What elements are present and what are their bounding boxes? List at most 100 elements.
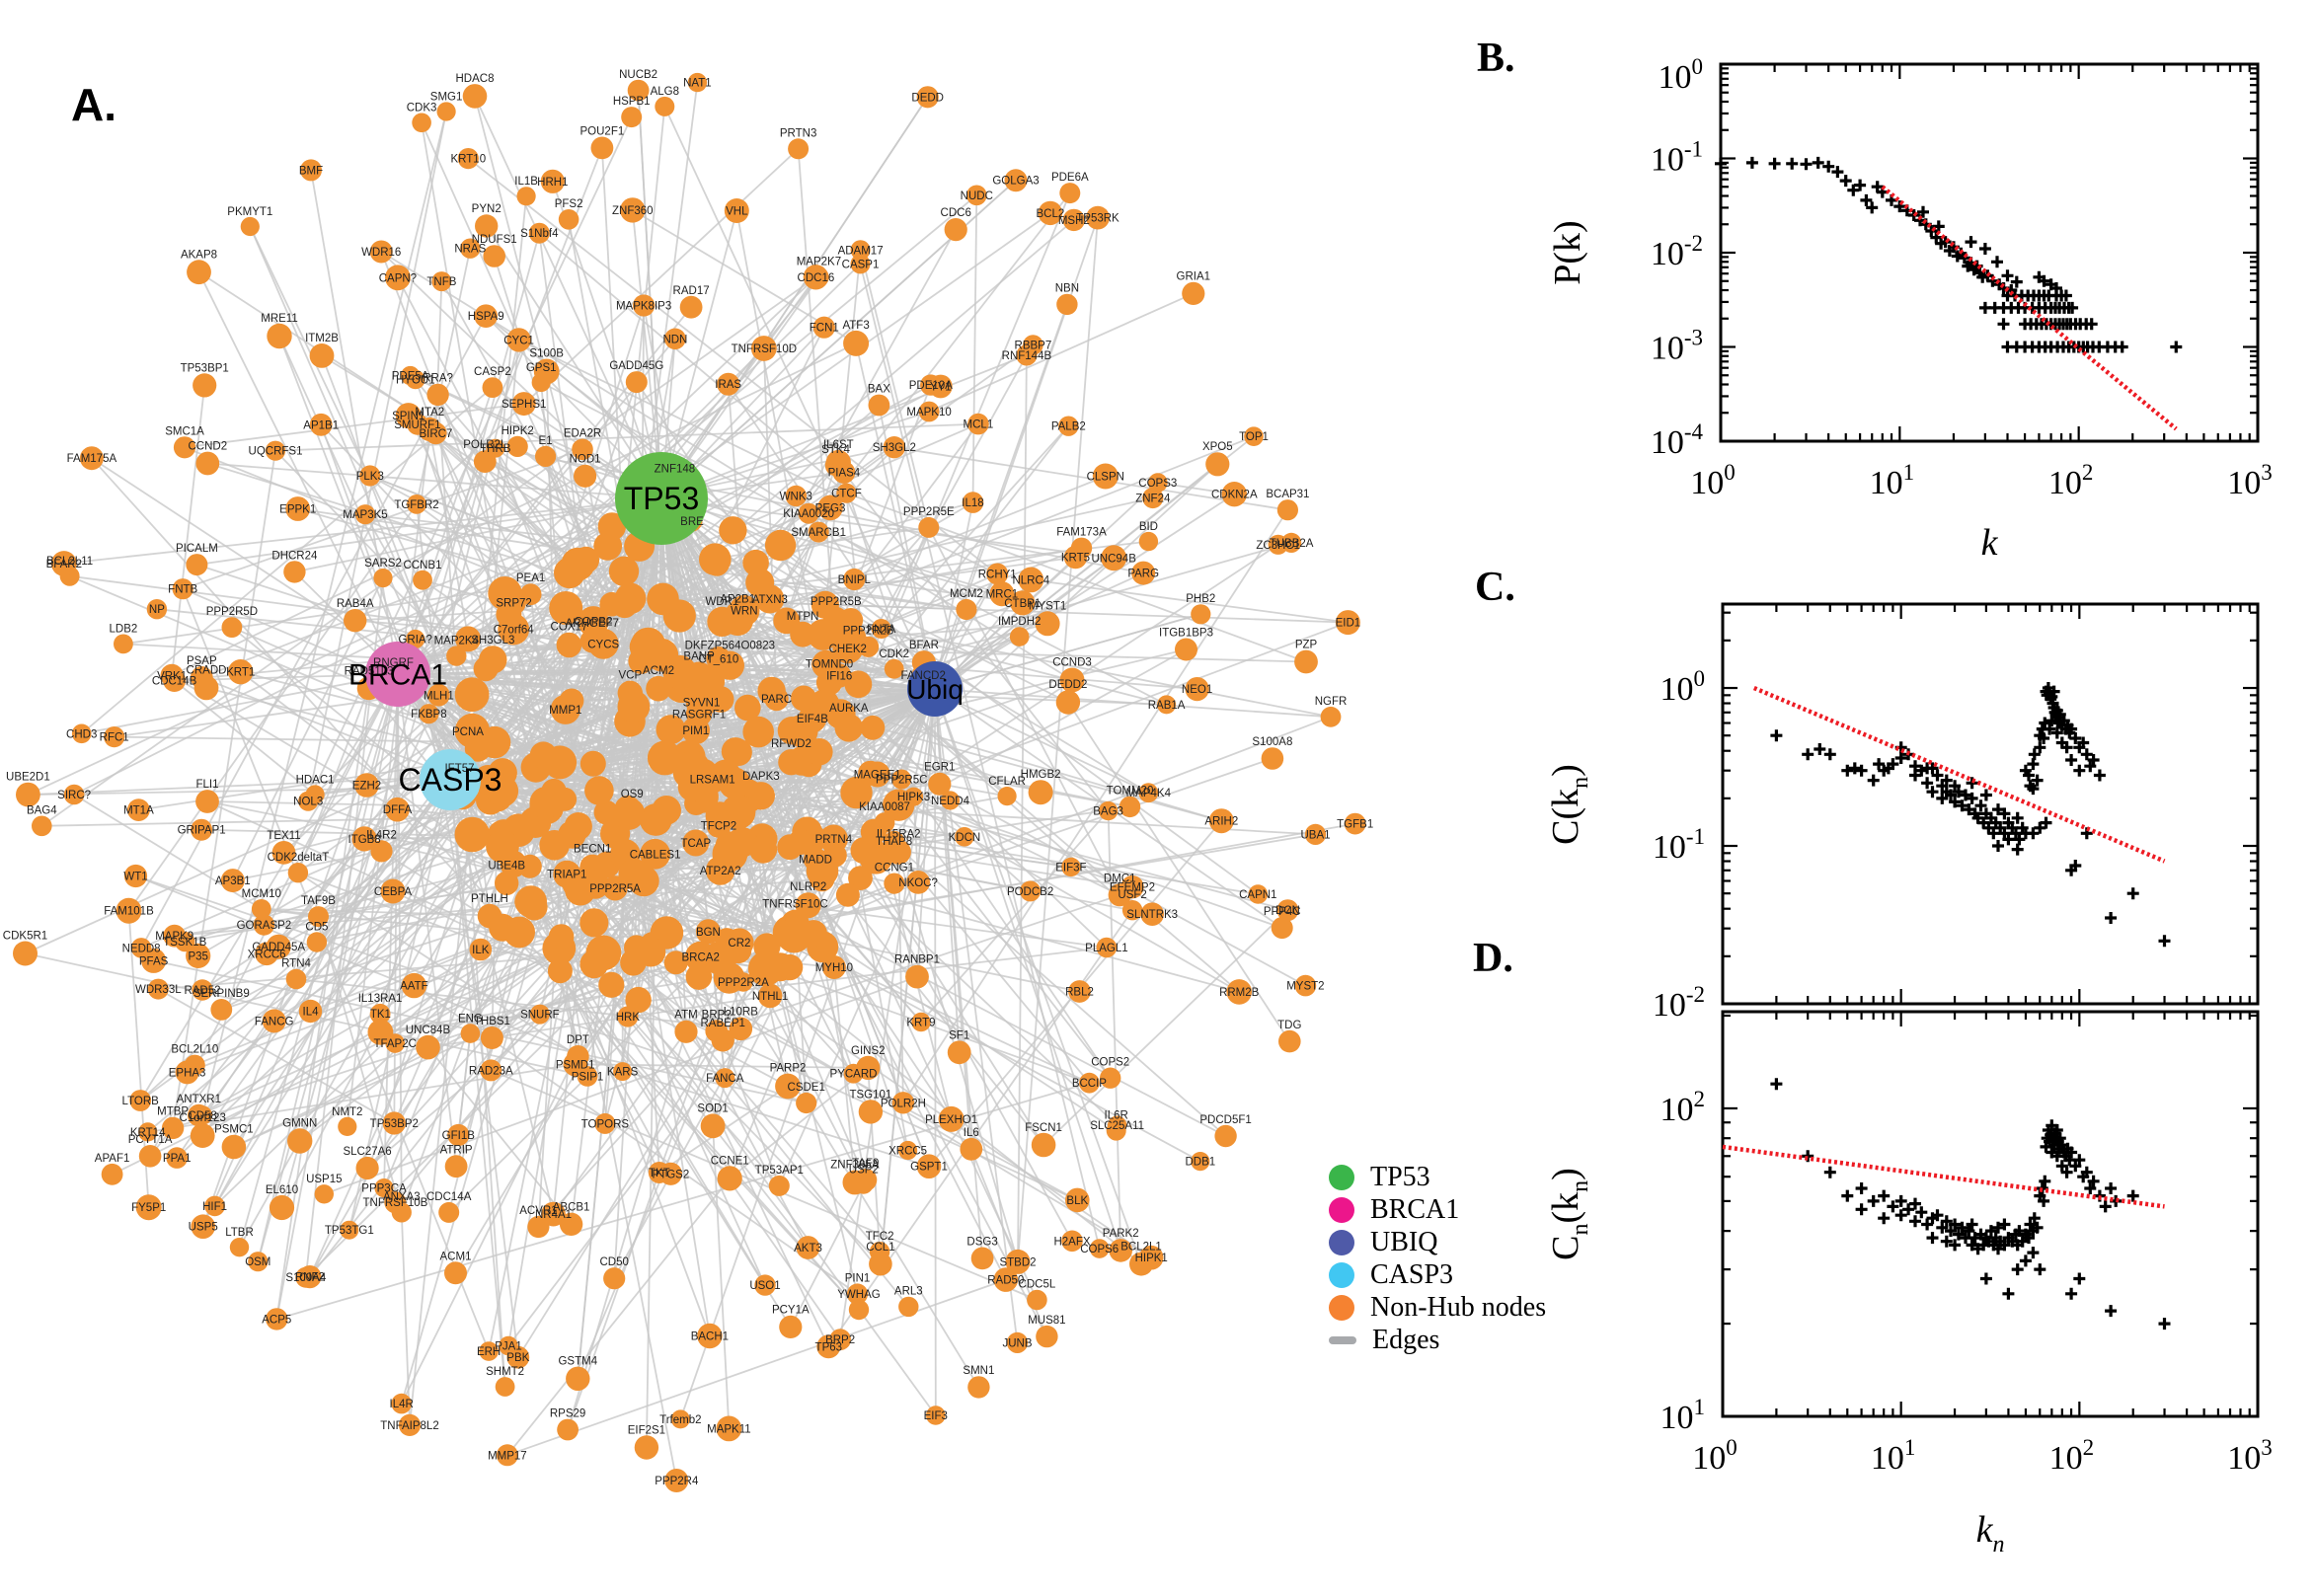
data-point <box>1909 1215 1921 1227</box>
node-label: ATXN3 <box>752 594 788 606</box>
node-label: TSG101 <box>849 1089 891 1101</box>
node-label: PODCB2 <box>1007 886 1053 898</box>
node-label: TFCP2 <box>701 821 736 833</box>
node-label: PARC <box>761 694 792 706</box>
node-label: TCAP <box>680 838 711 850</box>
node-label: GRIA? <box>398 635 432 646</box>
node-label: TNFB <box>426 276 456 288</box>
data-point <box>1824 1167 1836 1178</box>
panel-letter-b: B. <box>1477 36 1515 81</box>
network-node <box>195 452 219 476</box>
network-node <box>230 1238 249 1256</box>
node-label: FANCA <box>706 1073 744 1085</box>
node-label: SH3GL2 <box>873 442 916 454</box>
node-label: BCCIP <box>1072 1078 1107 1090</box>
network-node <box>680 296 703 319</box>
network-node <box>640 803 672 836</box>
data-point <box>2127 887 2139 899</box>
legend-item-tp53: TP53 <box>1329 1165 1556 1190</box>
node-label: PJA1 <box>495 1341 522 1353</box>
node-label: CAPN1 <box>1239 889 1276 901</box>
node-label: NDN <box>662 334 687 345</box>
node-label: FCN1 <box>810 323 839 335</box>
node-label: AP2B1 <box>720 593 755 605</box>
node-label: NBN <box>1055 283 1079 295</box>
node-label: PCY1A <box>772 1305 810 1317</box>
network-node <box>769 1176 790 1196</box>
network-node <box>195 790 219 813</box>
node-label: PARP2 <box>770 1063 807 1075</box>
node-label: FANCG <box>255 1016 294 1027</box>
node-label: SIRC? <box>57 790 91 801</box>
node-label: BECN1 <box>574 844 611 856</box>
node-label: WT1 <box>123 872 147 883</box>
node-label: LRSAM1 <box>690 774 735 786</box>
network-node <box>948 1040 971 1064</box>
data-point <box>1841 1190 1853 1202</box>
data-point <box>2073 765 2085 777</box>
node-label: BGN <box>696 927 721 939</box>
node-label: BMF <box>299 165 323 177</box>
network-node <box>1139 532 1158 551</box>
node-label: EIF4B <box>797 714 828 725</box>
network-node <box>565 812 592 840</box>
hub-label-casp3: CASP3 <box>399 762 502 798</box>
node-label: ATRIP <box>440 1144 473 1156</box>
node-label: XPO5 <box>1202 441 1233 453</box>
node-label: NAT1 <box>683 78 712 90</box>
data-point <box>1824 748 1836 760</box>
data-point <box>1849 762 1861 774</box>
node-label: TP53TG1 <box>325 1225 374 1237</box>
node-label: MAP2K7 <box>797 257 841 268</box>
x-axis-label: k <box>1981 522 1999 564</box>
node-label: TP53AP1 <box>755 1165 804 1177</box>
node-label: PICALM <box>176 543 218 555</box>
network-node <box>222 617 243 638</box>
network-node <box>437 102 456 120</box>
node-label: GMNN <box>282 1117 317 1129</box>
network-node <box>648 740 682 775</box>
node-label: COPS2 <box>1091 1057 1129 1069</box>
node-label: CDK2deltaT <box>268 852 330 864</box>
node-label: PHB2 <box>1186 593 1215 605</box>
data-point <box>1801 158 1813 170</box>
node-label: GADD45G <box>609 360 663 372</box>
node-label: EIF2S1 <box>628 1424 665 1436</box>
node-label: HDAC8 <box>456 73 495 85</box>
node-label: BCL2L1 <box>1120 1242 1162 1254</box>
node-label: UNC84B <box>406 1025 451 1036</box>
node-label: EIF3F <box>1055 862 1086 874</box>
network-node <box>701 1113 726 1138</box>
network-node <box>1010 627 1030 646</box>
node-label: CDK2 <box>879 648 909 660</box>
network-node <box>412 114 431 133</box>
node-label: PARG <box>1127 569 1159 580</box>
network-node <box>463 84 488 109</box>
data-point <box>1878 1212 1890 1224</box>
data-point <box>2039 1176 2050 1187</box>
network-node <box>517 187 536 205</box>
network-edge <box>846 494 1306 662</box>
node-label: CCNB1 <box>404 560 442 571</box>
node-label: PRTN4 <box>815 834 853 846</box>
node-label: PPA1 <box>163 1153 192 1165</box>
node-label: GSPT1 <box>910 1162 948 1174</box>
network-node <box>859 1100 883 1123</box>
network-node <box>344 609 366 632</box>
network-node <box>621 107 642 127</box>
node-label: ALG8 <box>651 86 679 98</box>
network-node <box>413 570 432 590</box>
node-label: TP53BP2 <box>370 1118 419 1130</box>
network-node <box>283 561 305 582</box>
tick-label: 10-4 <box>1651 419 1704 461</box>
data-point <box>2065 1288 2077 1300</box>
node-label: CR2 <box>728 938 750 950</box>
node-label: ACP5 <box>262 1314 291 1326</box>
node-label: PLAGL1 <box>1085 943 1127 954</box>
node-label: BCAP31 <box>1266 489 1309 500</box>
legend-item-edges: Edges <box>1329 1328 1556 1353</box>
node-label: EPPK1 <box>279 504 316 516</box>
node-label: ACM2 <box>643 665 674 677</box>
